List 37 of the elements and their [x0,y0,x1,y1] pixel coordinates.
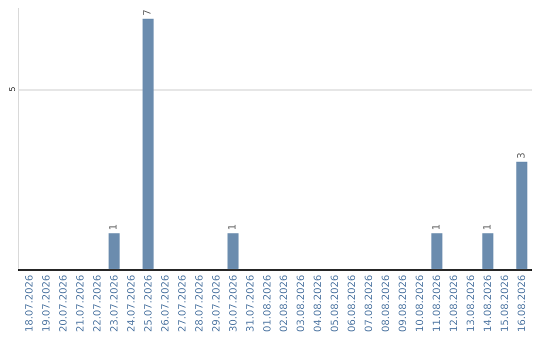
x-tick-label: 11.08.2026 [432,274,444,332]
x-tick-label: 09.08.2026 [398,274,410,332]
x-tick-label: 02.08.2026 [279,274,290,332]
x-tick-label: 03.08.2026 [296,274,308,332]
x-tick-label: 26.07.2026 [160,274,172,332]
data-label: 1 [431,224,442,230]
x-tick-label: 06.08.2026 [347,274,358,332]
y-tick-label: 5 [8,86,17,92]
x-tick-label: 18.07.2026 [24,274,36,332]
x-tick-label: 27.07.2026 [177,274,188,332]
x-tick-label: 19.07.2026 [41,274,52,332]
data-label: 7 [142,9,154,16]
x-tick-label: 05.08.2026 [330,274,342,332]
x-tick-label: 23.07.2026 [109,274,120,332]
x-tick-label: 22.07.2026 [92,274,104,332]
x-tick-label: 15.08.2026 [500,274,512,332]
x-tick-label: 10.08.2026 [415,274,426,332]
data-label: 3 [516,152,528,159]
x-tick-label: 31.07.2026 [245,274,256,332]
data-label: 1 [228,224,239,230]
data-label: 1 [108,224,120,230]
x-tick-label: 24.07.2026 [126,274,138,332]
x-tick-label: 20.07.2026 [58,274,70,332]
x-tick-label: 16.08.2026 [517,274,528,332]
x-tick-label: 25.07.2026 [143,274,154,332]
x-tick-label: 01.08.2026 [262,274,274,332]
x-tick-label: 08.08.2026 [381,274,392,332]
x-tick-label: 29.07.2026 [211,274,222,332]
x-tick-label: 14.08.2026 [483,274,494,332]
x-tick-label: 07.08.2026 [364,274,376,332]
data-label: 1 [482,224,494,230]
x-tick-label: 12.08.2026 [449,274,460,332]
x-tick-label: 04.08.2026 [313,274,324,332]
x-tick-label: 28.07.2026 [194,274,206,332]
x-tick-label: 21.07.2026 [75,274,86,332]
x-tick-label: 30.07.2026 [228,274,240,332]
x-tick-label: 13.08.2026 [466,274,478,332]
